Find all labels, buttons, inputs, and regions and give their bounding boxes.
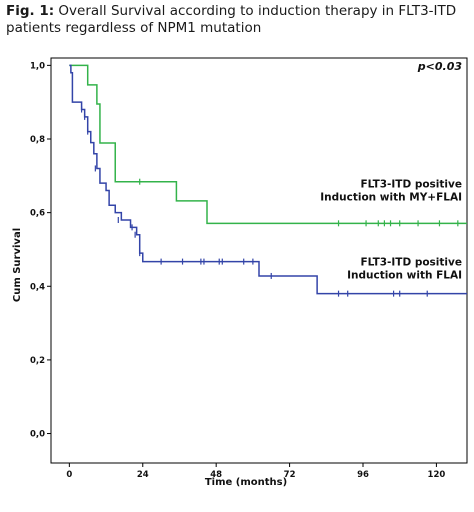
chart-censor-marks <box>80 106 459 297</box>
plot-frame <box>50 57 468 464</box>
x-tick-label: 96 <box>357 470 369 480</box>
figure-title: Overall Survival according to induction … <box>6 3 457 36</box>
survival-curve-2 <box>69 64 467 295</box>
series-label-line: FLT3-ITD positive <box>360 179 462 191</box>
survival-curve-1 <box>69 64 467 225</box>
chart-axes: 0 24 48 72 96 120 0,0 0,2 0,4 0,6 0,8 1,0 <box>30 57 468 480</box>
chart-curves <box>69 64 467 295</box>
y-tick-label: 0,6 <box>30 209 45 219</box>
y-tick-label: 0,8 <box>30 135 45 145</box>
figure-label: Fig. 1: <box>6 3 55 19</box>
x-tick-label: 72 <box>284 470 296 480</box>
p-value-annotation: p<0.03 <box>417 60 463 73</box>
x-tick-label: 24 <box>137 470 149 480</box>
x-axis-title: Time (months) <box>205 477 287 488</box>
y-tick-label: 0,0 <box>30 430 45 440</box>
series-label-line: Induction with MY+FLAI <box>320 192 462 204</box>
x-tick-label: 0 <box>66 470 72 480</box>
y-axis-title: Cum Survival <box>12 228 23 302</box>
x-tick-label: 48 <box>210 470 222 480</box>
y-tick-label: 0,2 <box>30 356 45 366</box>
series-label-line: Induction with FLAI <box>347 269 462 281</box>
x-tick-label: 120 <box>428 470 446 480</box>
figure-caption: Fig. 1: Overall Survival according to in… <box>6 3 468 37</box>
series-label-line: FLT3-ITD positive <box>360 256 462 268</box>
y-tick-label: 1,0 <box>30 61 45 71</box>
y-tick-label: 0,4 <box>30 282 45 292</box>
